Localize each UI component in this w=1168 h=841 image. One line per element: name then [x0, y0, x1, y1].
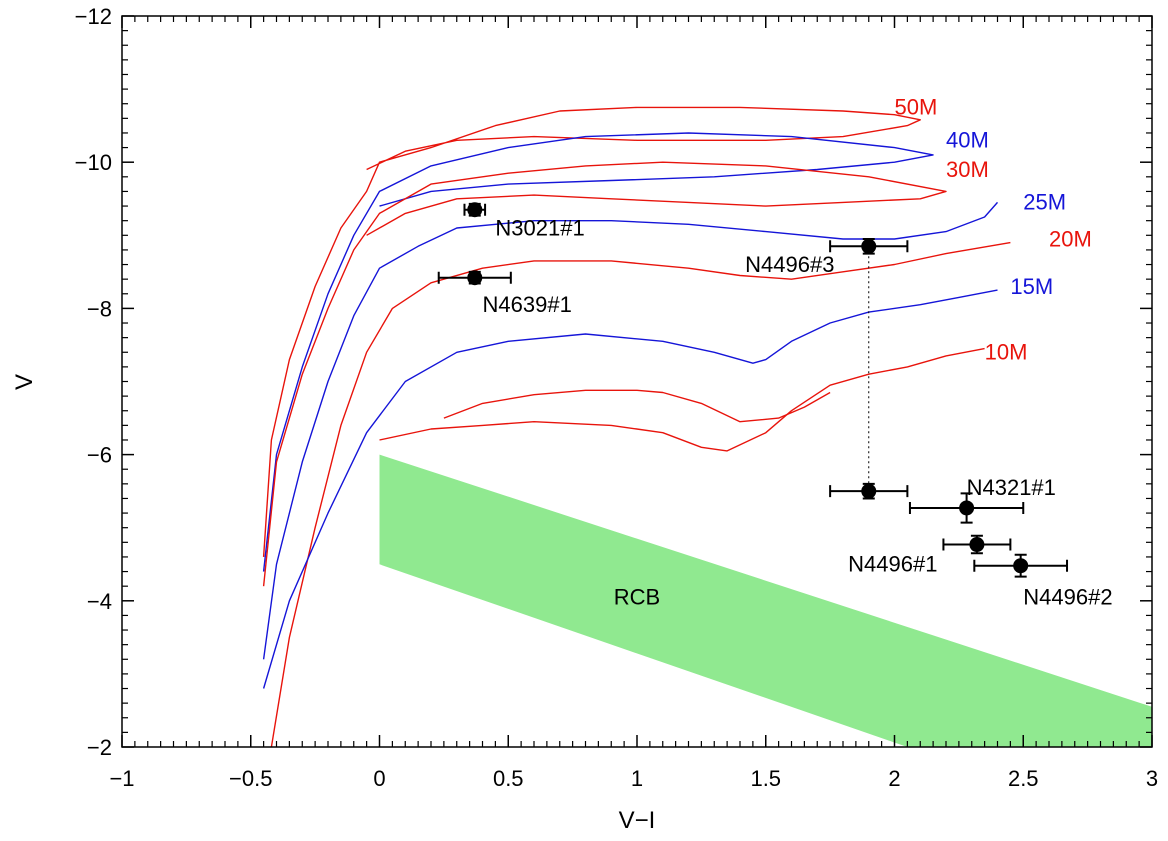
- track-label-20m: 20M: [1049, 226, 1092, 251]
- track-line-25m: [262, 201, 999, 660]
- point-label-n3021-1: N3021#1: [495, 215, 584, 240]
- y-axis-title: V: [11, 374, 38, 390]
- x-tick-label: 1.5: [750, 766, 781, 791]
- x-tick-label: 3: [1146, 766, 1158, 791]
- y-tick-label: −6: [87, 443, 112, 468]
- y-tick-label: −4: [87, 589, 112, 614]
- track-label-15m: 15M: [1010, 274, 1053, 299]
- x-axis-title: V−I: [619, 807, 656, 834]
- data-point-n4496-1: [969, 537, 985, 553]
- track-label-25m: 25M: [1023, 190, 1066, 215]
- y-tick-label: −12: [75, 4, 112, 29]
- point-label-n4496-3: N4496#3: [745, 252, 834, 277]
- x-tick-label: 0: [373, 766, 385, 791]
- y-tick-label: −8: [87, 296, 112, 321]
- track-label-30m: 30M: [946, 157, 989, 182]
- x-tick-label: 2.5: [1008, 766, 1039, 791]
- data-point-n4321-1: [959, 500, 975, 516]
- rcb-band: [379, 454, 1152, 747]
- data-point-unlabeled-6: [861, 483, 877, 499]
- track-line-50m: [262, 106, 921, 557]
- x-tick-label: 1: [631, 766, 643, 791]
- track-label-10m: 10M: [985, 340, 1028, 365]
- track-label-40m: 40M: [946, 128, 989, 153]
- x-tick-label: −0.5: [229, 766, 272, 791]
- track-label-50m: 50M: [895, 95, 938, 120]
- track-line-segment-7: [443, 389, 831, 423]
- point-label-n4496-1: N4496#1: [848, 552, 937, 577]
- track-line-15m: [262, 289, 998, 689]
- x-tick-label: 2: [888, 766, 900, 791]
- data-point-n4496-3: [861, 238, 877, 254]
- data-point-n4639-1: [467, 270, 483, 286]
- y-tick-label: −10: [75, 150, 112, 175]
- point-label-n4321-1: N4321#1: [967, 475, 1056, 500]
- data-point-n3021-1: [467, 202, 483, 218]
- x-tick-label: −1: [109, 766, 134, 791]
- point-label-n4496-2: N4496#2: [1023, 584, 1112, 609]
- track-line-20m: [270, 241, 1011, 748]
- track-line-10m: [379, 347, 985, 452]
- data-point-n4496-2: [1013, 558, 1029, 574]
- point-label-n4639-1: N4639#1: [483, 292, 572, 317]
- y-tick-label: −2: [87, 735, 112, 760]
- x-tick-label: 0.5: [493, 766, 524, 791]
- track-line-40m: [262, 132, 934, 572]
- track-line-30m: [262, 161, 947, 587]
- rcb-label: RCB: [614, 584, 660, 609]
